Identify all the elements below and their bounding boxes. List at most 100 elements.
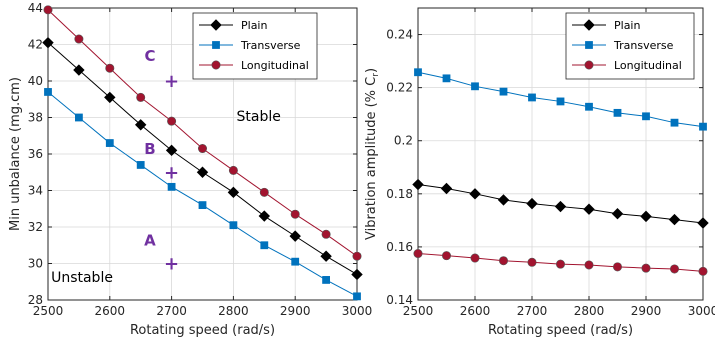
data-point: [442, 74, 451, 83]
y-axis-label: Min unbalance (mg.cm): [8, 77, 23, 231]
data-point: [471, 82, 479, 91]
data-point: [167, 116, 177, 126]
series-longitudinal: [43, 5, 362, 261]
y-tick-label: 32: [28, 220, 43, 234]
x-axis-label: Rotating speed (rad/s): [488, 323, 633, 338]
annotation-plus: +: [164, 254, 179, 275]
legend-marker: [585, 41, 593, 49]
legend-label: Transverse: [240, 39, 301, 52]
data-point: [43, 5, 53, 15]
annotation-label: Stable: [236, 109, 280, 125]
x-tick-label: 2900: [280, 304, 311, 318]
data-point: [497, 194, 510, 206]
data-point: [526, 197, 538, 210]
data-point: [105, 139, 114, 147]
y-tick-label: 0.24: [386, 28, 413, 42]
annotation-letter: B: [144, 140, 155, 158]
x-tick-label: 2800: [218, 304, 249, 318]
chart-2: 2500 2600 2700 2800 2900 3000 0.14 0.16 0.18 0.2 0…: [364, 7, 715, 338]
x-tick-label: 2600: [95, 304, 126, 318]
x-tick-label: 3000: [342, 304, 373, 318]
data-point: [44, 88, 52, 96]
data-point: [670, 118, 679, 127]
data-point: [697, 217, 709, 229]
data-point: [227, 186, 240, 199]
data-point: [228, 165, 238, 175]
y-tick-label: 0.18: [386, 187, 413, 201]
x-tick-label: 2800: [574, 304, 605, 318]
data-point: [73, 64, 85, 76]
y-tick-label: 36: [28, 147, 43, 161]
axes-box: [417, 7, 704, 301]
data-point: [105, 63, 115, 73]
data-point: [584, 260, 594, 270]
y-tick-label: 0.14: [386, 293, 413, 307]
data-point: [259, 187, 269, 197]
legend-marker: [211, 60, 221, 70]
data-point: [260, 241, 269, 250]
legend-marker: [210, 19, 222, 31]
x-tick-label: 2900: [631, 304, 662, 318]
y-tick-label: 0.2: [394, 134, 413, 148]
chart-1: 2500 2600 2700 2800 2900 3000 28 30 32 34 36 38 40 42…: [8, 1, 372, 338]
series-plain: [412, 178, 709, 229]
data-point: [612, 262, 622, 272]
legend: Plain Transverse Longitudinal: [565, 12, 695, 80]
data-point: [322, 276, 331, 284]
legend-marker: [583, 19, 595, 31]
data-point: [136, 92, 146, 102]
data-point: [353, 292, 361, 301]
x-tick-label: 3000: [688, 304, 715, 318]
data-point: [413, 249, 423, 259]
data-point: [351, 268, 363, 281]
data-point: [320, 250, 332, 262]
data-point: [291, 257, 300, 266]
data-point: [642, 112, 650, 121]
data-point: [641, 263, 651, 273]
data-point: [556, 97, 565, 106]
legend: Plain Transverse Longitudinal: [192, 12, 318, 80]
data-point: [229, 221, 238, 230]
data-point: [440, 182, 453, 195]
data-point: [527, 257, 537, 267]
x-tick-label: 2500: [33, 304, 64, 318]
y-tick-label: 38: [28, 111, 43, 125]
data-point: [352, 251, 362, 261]
data-point: [167, 182, 176, 191]
data-point: [528, 93, 536, 102]
y-tick-label: 0.16: [386, 240, 413, 254]
series-transverse: [414, 68, 707, 131]
data-point: [498, 256, 508, 266]
x-tick-label: 2700: [156, 304, 187, 318]
data-point: [585, 102, 593, 111]
y-tick-label: 30: [28, 257, 43, 271]
series-longitudinal: [413, 249, 708, 276]
data-point: [611, 208, 624, 220]
data-point: [699, 122, 707, 131]
data-point: [74, 34, 84, 44]
legend-label: Longitudinal: [241, 59, 309, 72]
data-point: [698, 266, 708, 276]
x-tick-label: 2500: [403, 304, 434, 318]
legend-marker: [212, 41, 220, 49]
data-point: [414, 68, 422, 77]
annotation-plus: +: [164, 71, 179, 92]
data-point: [198, 144, 208, 154]
y-axis-label: Vibration amplitude (% Cr): [364, 68, 381, 240]
data-point: [289, 230, 301, 242]
data-point: [198, 201, 207, 210]
data-point: [196, 166, 209, 178]
data-point: [669, 264, 679, 274]
legend-label: Plain: [241, 19, 267, 32]
data-point: [321, 229, 331, 239]
data-point: [104, 91, 116, 104]
data-point: [470, 253, 480, 263]
annotation-letter: A: [144, 231, 156, 249]
x-tick-label: 2600: [460, 304, 491, 318]
data-point: [42, 36, 54, 49]
legend-label: Transverse: [613, 39, 674, 52]
data-point: [441, 251, 451, 261]
y-tick-label: 34: [28, 184, 43, 198]
data-point: [290, 209, 300, 219]
legend-label: Plain: [614, 19, 640, 32]
